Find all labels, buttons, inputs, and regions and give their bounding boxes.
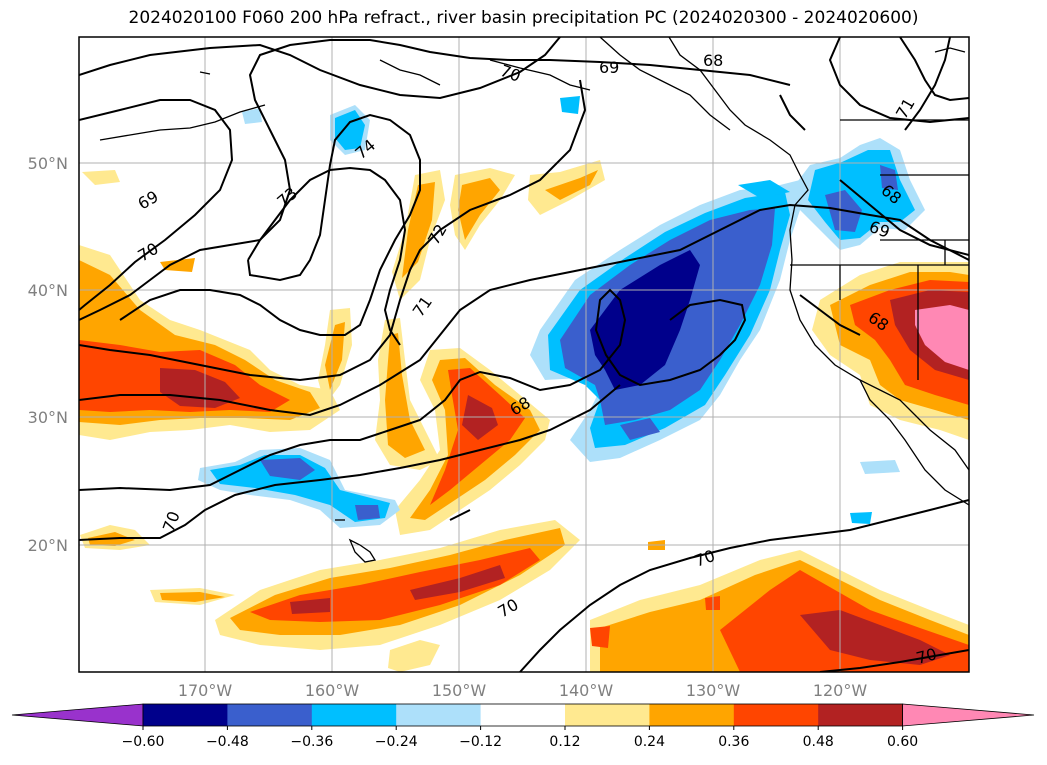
colorbar-tick-label: 0.36 xyxy=(718,734,749,750)
colorbar-segment xyxy=(733,704,819,726)
colorbar-extend-min xyxy=(11,703,144,727)
positive-precip-shading xyxy=(79,160,969,672)
colorbar-segment xyxy=(396,704,482,726)
lon-label: 140°W xyxy=(559,681,614,700)
colorbar-segment xyxy=(480,704,566,726)
contour-label: 68 xyxy=(703,51,723,70)
lon-label: 150°W xyxy=(432,681,487,700)
lon-label: 120°W xyxy=(813,681,868,700)
lat-label: 50°N xyxy=(28,154,68,173)
latitude-labels: 50°N 40°N 30°N 20°N xyxy=(28,154,68,555)
lon-label: 170°W xyxy=(178,681,233,700)
colorbar-segment xyxy=(311,704,397,726)
map-title: 2024020100 F060 200 hPa refract., river … xyxy=(128,8,919,28)
colorbar-extend-max xyxy=(902,703,1035,727)
lat-label: 30°N xyxy=(28,408,68,427)
lon-label: 160°W xyxy=(305,681,360,700)
colorbar-tick-label: 0.24 xyxy=(634,734,665,750)
colorbar-segment xyxy=(649,704,735,726)
colorbar-segment xyxy=(565,704,650,726)
negative-precip-shading xyxy=(198,96,925,528)
colorbar-tick-label: 0.12 xyxy=(549,734,580,750)
longitude-labels: 170°W 160°W 150°W 140°W 130°W 120°W xyxy=(178,681,868,700)
lon-label: 130°W xyxy=(686,681,741,700)
contours xyxy=(79,37,969,672)
colorbar-tick-label: 0.48 xyxy=(803,734,834,750)
colorbar-tick-label: −0.36 xyxy=(290,734,333,750)
colorbar: −0.60 −0.48 −0.36 −0.24 −0.12 0.12 0.24 0.36 0.4… xyxy=(11,703,1035,750)
colorbar-tick-label: −0.24 xyxy=(375,734,418,750)
colorbar-tick-label: −0.12 xyxy=(459,734,502,750)
colorbar-tick-label: −0.48 xyxy=(206,734,249,750)
contour-label: 70 xyxy=(914,644,939,668)
map-frame xyxy=(78,36,970,673)
colorbar-segment xyxy=(143,704,228,726)
coastlines xyxy=(99,37,969,563)
contour-label: 69 xyxy=(599,58,619,77)
gridlines xyxy=(79,37,969,672)
colorbar-tick-label: −0.60 xyxy=(122,734,165,750)
map-panel: 70 69 68 71 69 70 73 74 72 71 68 68 69 6… xyxy=(79,37,969,672)
colorbar-tick-label: 0.60 xyxy=(887,734,918,750)
lat-label: 20°N xyxy=(28,536,68,555)
colorbar-segment xyxy=(227,704,313,726)
colorbar-outline xyxy=(142,703,903,727)
colorbar-segment xyxy=(818,704,904,726)
lat-label: 40°N xyxy=(28,281,68,300)
